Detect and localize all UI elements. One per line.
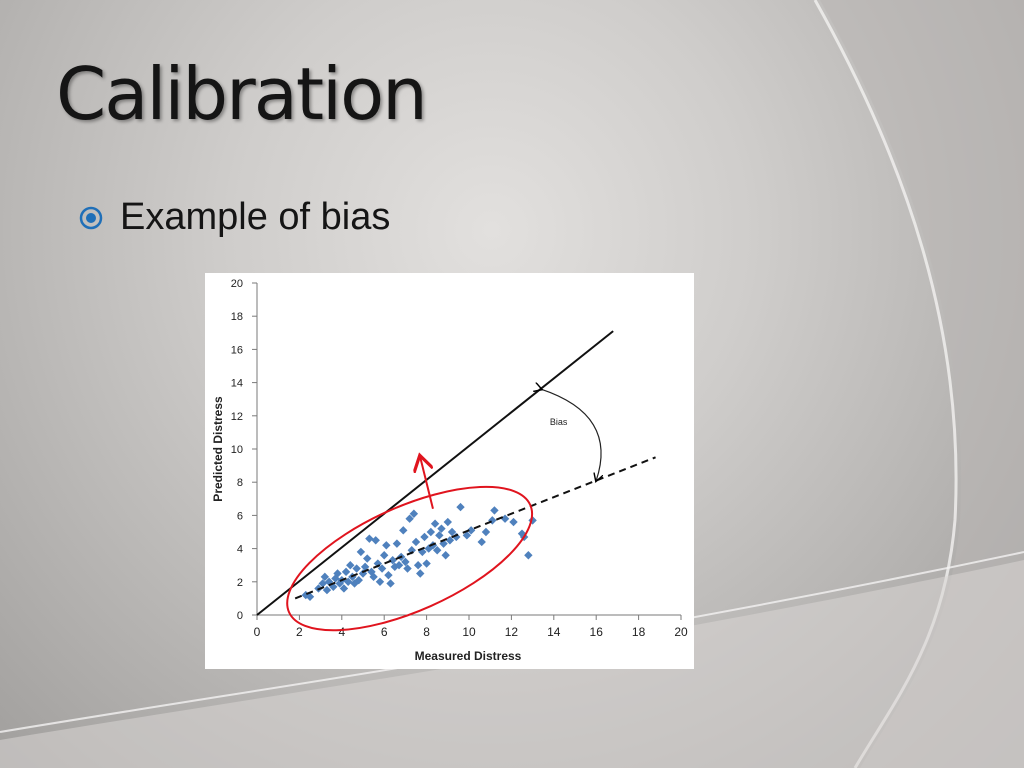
- bias-label: Bias: [550, 417, 568, 427]
- data-point: [399, 526, 408, 535]
- data-point: [420, 532, 429, 542]
- data-point: [358, 569, 368, 578]
- cluster-ellipse: [286, 485, 534, 632]
- circled-dot-bullet-icon: [79, 206, 103, 229]
- x-tick-label: 10: [462, 625, 476, 639]
- data-point: [403, 564, 412, 573]
- data-point: [333, 569, 342, 578]
- data-point: [481, 527, 491, 537]
- data-point: [490, 506, 499, 515]
- y-tick-label: 18: [231, 311, 243, 323]
- x-tick-label: 4: [338, 625, 345, 639]
- chart-panel: 0 2 4 6 8 10 12 14 16 18 20 0 2 4 6 8 10 12 14 16 18 20 Bias …: [205, 273, 694, 669]
- data-point: [352, 564, 361, 573]
- data-point: [422, 559, 431, 568]
- red-arrow: [420, 457, 434, 509]
- data-point: [407, 546, 416, 555]
- data-point: [371, 536, 380, 545]
- y-tick-label: 4: [237, 544, 243, 556]
- data-point: [433, 546, 442, 555]
- y-axis-label: Predicted Distress: [211, 396, 225, 502]
- data-point: [441, 551, 450, 560]
- y-tick-label: 14: [231, 378, 243, 390]
- x-tick-label: 6: [381, 625, 388, 639]
- data-point: [409, 509, 419, 518]
- y-tick-label: 10: [231, 444, 243, 456]
- x-tick-label: 18: [632, 625, 646, 639]
- y-tick-label: 2: [237, 577, 243, 589]
- data-point: [426, 527, 436, 537]
- y-tick-label: 12: [231, 411, 243, 423]
- slide-title: Calibration: [56, 52, 428, 136]
- data-point: [411, 537, 421, 547]
- data-point: [509, 517, 518, 527]
- data-point: [386, 579, 395, 588]
- chart-axes: 0 2 4 6 8 10 12 14 16 18 20 0 2 4 6 8 10 12 14 16 18 20: [231, 278, 688, 639]
- data-point: [360, 562, 370, 572]
- data-point: [413, 561, 423, 570]
- data-point: [477, 537, 486, 547]
- data-point: [528, 516, 537, 525]
- data-point: [356, 547, 366, 557]
- data-point: [363, 554, 372, 563]
- x-tick-label: 8: [423, 625, 430, 639]
- data-point: [488, 516, 497, 525]
- data-point: [382, 541, 391, 550]
- data-point: [375, 577, 385, 586]
- data-point: [447, 527, 457, 537]
- x-tick-label: 16: [590, 625, 604, 639]
- data-point: [365, 534, 374, 543]
- data-point: [401, 557, 410, 567]
- x-tick-label: 20: [674, 625, 688, 639]
- x-tick-label: 2: [296, 625, 303, 639]
- data-point: [388, 556, 397, 565]
- data-point: [405, 514, 414, 523]
- data-point: [354, 575, 363, 585]
- y-tick-label: 20: [231, 278, 243, 290]
- data-point: [430, 519, 440, 528]
- data-point: [384, 570, 393, 580]
- x-tick-label: 12: [505, 625, 519, 639]
- y-tick-label: 0: [237, 610, 243, 622]
- dashed-trend-line: [294, 456, 656, 600]
- data-point: [443, 517, 452, 527]
- chart-annotations: Bias: [286, 389, 601, 632]
- x-tick-label: 0: [254, 625, 261, 639]
- line-of-equality: [256, 330, 614, 616]
- x-tick-label: 14: [547, 625, 561, 639]
- data-point: [305, 592, 315, 601]
- reference-lines: [256, 330, 656, 616]
- data-point: [392, 539, 402, 548]
- data-point: [437, 524, 446, 533]
- data-point: [380, 551, 389, 560]
- y-tick-label: 16: [231, 344, 243, 356]
- bullet-text: Example of bias: [120, 196, 391, 238]
- data-point: [331, 574, 340, 583]
- data-point: [377, 564, 387, 573]
- bias-curved-arrow: [541, 389, 601, 480]
- x-axis-label: Measured Distress: [415, 649, 522, 663]
- data-point: [322, 585, 332, 595]
- bullet-item: Example of bias: [78, 196, 390, 239]
- data-point: [435, 531, 444, 540]
- data-point: [524, 551, 533, 560]
- data-point: [341, 567, 351, 577]
- y-tick-label: 8: [237, 477, 243, 489]
- y-tick-label: 6: [237, 510, 243, 522]
- data-point: [456, 502, 465, 512]
- data-point: [416, 569, 425, 578]
